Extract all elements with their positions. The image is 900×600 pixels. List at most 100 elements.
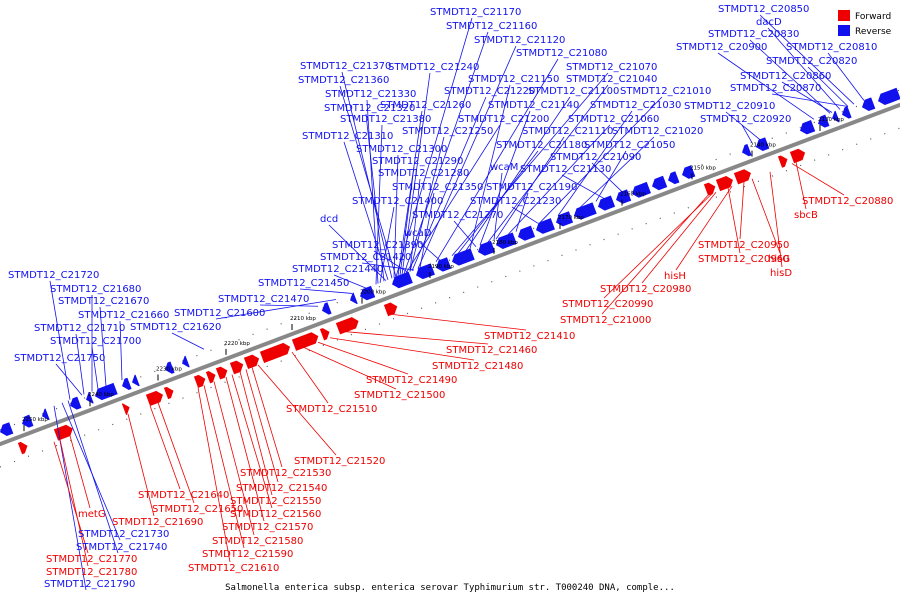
forward-gene-13 bbox=[335, 317, 359, 335]
leader-line bbox=[231, 374, 273, 509]
reverse-gene-shape bbox=[122, 377, 132, 390]
reverse-gene-label: STMDT12_C21180 bbox=[496, 140, 587, 151]
reverse-gene-2 bbox=[42, 408, 50, 421]
reverse-gene-18 bbox=[496, 232, 517, 250]
reverse-gene-label: STMDT12_C21290 bbox=[372, 156, 463, 167]
reverse-gene-label: STMDT12_C21040 bbox=[566, 74, 657, 85]
reverse-gene-label: STMDT12_C21680 bbox=[50, 284, 141, 295]
leader-line bbox=[771, 93, 849, 107]
forward-gene-label: metG bbox=[78, 509, 106, 520]
leader-line bbox=[91, 346, 99, 390]
reverse-gene-36 bbox=[878, 87, 900, 106]
leader-line bbox=[375, 124, 383, 285]
leader-line bbox=[345, 331, 489, 345]
reverse-gene-label: STMDT12_C21250 bbox=[402, 126, 493, 137]
leader-line bbox=[395, 17, 473, 277]
reverse-gene-label: STMDT12_C20820 bbox=[766, 56, 857, 67]
reverse-gene-label: STMDT12_C21600 bbox=[174, 308, 265, 319]
reverse-gene-label: STMDT12_C21440 bbox=[292, 264, 383, 275]
forward-gene-label: STMDT12_C21640 bbox=[138, 490, 229, 501]
leader-line bbox=[69, 435, 91, 509]
reverse-gene-shape bbox=[22, 414, 34, 428]
forward-gene-label: STMDT12_C21410 bbox=[484, 331, 575, 342]
leader-line bbox=[507, 124, 611, 235]
forward-gene-shape bbox=[17, 441, 28, 455]
leader-line bbox=[419, 192, 435, 268]
leader-line bbox=[245, 369, 279, 483]
reverse-gene-9 bbox=[182, 355, 190, 368]
reverse-gene-label: STMDT12_C21790 bbox=[44, 579, 135, 590]
forward-gene-label: STMDT12_C20950 bbox=[698, 240, 789, 251]
reverse-gene-label: STMDT12_C20920 bbox=[700, 114, 791, 125]
reverse-gene-label: STMDT12_C21170 bbox=[430, 7, 521, 18]
leader-line bbox=[251, 367, 283, 468]
reverse-gene-shape bbox=[756, 137, 770, 152]
reverse-gene-shape bbox=[322, 302, 332, 315]
forward-gene-label: STMDT12_C21610 bbox=[188, 563, 279, 574]
leader-line bbox=[49, 280, 71, 400]
reverse-gene-shape bbox=[818, 114, 830, 128]
leader-line bbox=[417, 45, 517, 269]
leader-line bbox=[595, 150, 627, 202]
scale-tick-label: 2200 kbp bbox=[360, 290, 386, 296]
reverse-gene-shape bbox=[616, 189, 632, 204]
reverse-gene-26 bbox=[652, 175, 668, 191]
forward-gene-10 bbox=[259, 342, 291, 363]
reverse-gene-label: STMDT12_C21450 bbox=[258, 278, 349, 289]
leader-line bbox=[493, 172, 503, 240]
leader-line bbox=[411, 96, 487, 271]
gene-labels: STMDT12_C21170 STMDT12_C21160 STMDT12_C211… bbox=[8, 4, 893, 590]
reverse-gene-shape bbox=[556, 211, 574, 227]
scale-tick-label: 2240 kbp bbox=[88, 392, 114, 398]
leader-line bbox=[303, 347, 397, 390]
leader-line bbox=[465, 96, 571, 251]
reverse-gene-34 bbox=[842, 106, 852, 119]
reverse-gene-shape bbox=[132, 374, 140, 387]
reverse-gene-label: STMDT12_C21280 bbox=[378, 168, 469, 179]
scale-tick-label: 2190 kbp bbox=[428, 264, 454, 270]
leader-line bbox=[317, 341, 409, 375]
reverse-gene-label: STMDT12_C21370 bbox=[300, 61, 391, 72]
reverse-gene-shape bbox=[392, 271, 413, 289]
reverse-gene-shape bbox=[536, 218, 555, 234]
leader-line bbox=[827, 52, 865, 101]
leader-line bbox=[767, 27, 841, 110]
leader-line bbox=[225, 376, 265, 522]
forward-gene-19 bbox=[789, 148, 806, 164]
leader-line bbox=[795, 162, 807, 210]
reverse-gene-19 bbox=[518, 225, 536, 241]
reverse-gene-label: STMDT12_C21030 bbox=[590, 100, 681, 111]
leader-line bbox=[451, 72, 609, 257]
reverse-gene-label: STMDT12_C21130 bbox=[520, 164, 611, 175]
legend-forward-label: Forward bbox=[855, 12, 891, 22]
leader-line bbox=[365, 113, 385, 282]
reverse-gene-label: STMDT12_C21190 bbox=[486, 182, 577, 193]
leader-line bbox=[759, 14, 855, 105]
reverse-gene-10 bbox=[322, 302, 332, 315]
forward-gene-label: hisD bbox=[770, 268, 792, 279]
reverse-gene-label: STMDT12_C20810 bbox=[786, 42, 877, 53]
reverse-gene-label: STMDT12_C21400 bbox=[352, 196, 443, 207]
leader-line bbox=[343, 141, 389, 280]
reverse-gene-label: STMDT12_C21380 bbox=[340, 114, 431, 125]
leader-line bbox=[59, 439, 89, 567]
reverse-gene-label: STMDT12_C21720 bbox=[8, 270, 99, 281]
legend-reverse-label: Reverse bbox=[855, 27, 892, 37]
forward-gene-label: sbcB bbox=[794, 210, 818, 221]
leader-line bbox=[75, 333, 85, 395]
reverse-gene-label: STMDT12_C21300 bbox=[356, 144, 447, 155]
reverse-gene-label: STMDT12_C21060 bbox=[568, 114, 659, 125]
leader-line bbox=[579, 136, 655, 208]
reverse-gene-shape bbox=[742, 144, 752, 157]
forward-gene-shape bbox=[733, 169, 751, 185]
forward-gene-label: STMDT12_C20880 bbox=[802, 196, 893, 207]
reverse-gene-label: STMDT12_C21420 bbox=[320, 252, 411, 263]
reverse-gene-label: STMDT12_C21150 bbox=[468, 74, 559, 85]
label-leader-lines bbox=[49, 14, 865, 591]
reverse-gene-13 bbox=[392, 271, 413, 289]
reverse-gene-shape bbox=[518, 225, 536, 241]
forward-gene-label: STMDT12_C21580 bbox=[212, 536, 303, 547]
leader-line bbox=[213, 381, 255, 536]
leader-line bbox=[203, 385, 245, 549]
reverse-gene-label: STMDT12_C21730 bbox=[78, 529, 169, 540]
